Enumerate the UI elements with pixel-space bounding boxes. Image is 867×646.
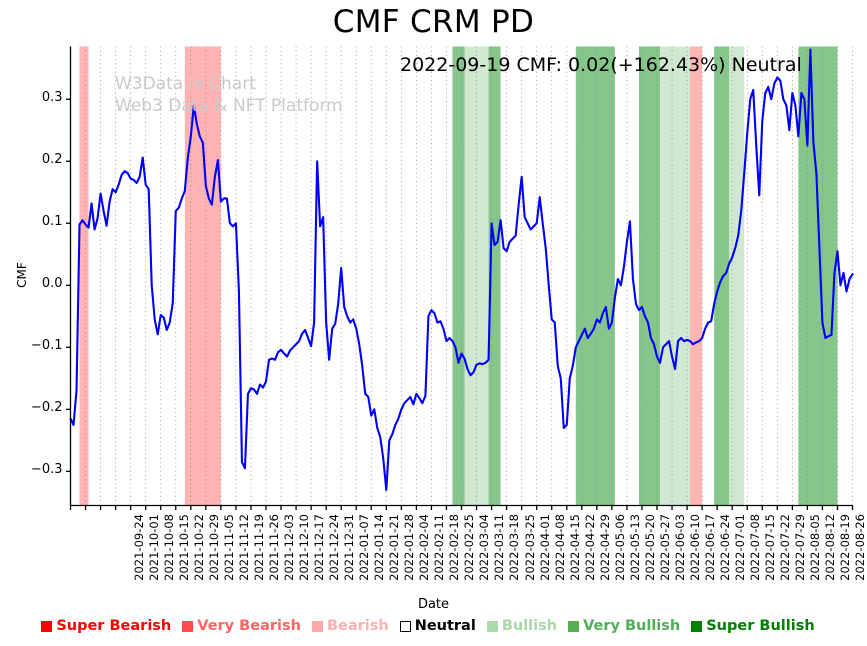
legend-swatch-icon bbox=[182, 620, 194, 632]
x-tick-label: 2021-12-24 bbox=[326, 513, 341, 581]
x-tick-label: 2021-10-15 bbox=[176, 513, 191, 581]
legend-item-very-bullish[interactable]: Very Bullish bbox=[568, 618, 680, 634]
y-tick-label: 0.0 bbox=[41, 276, 63, 292]
x-tick-label: 2022-08-12 bbox=[823, 513, 838, 581]
x-tick-label: 2022-01-21 bbox=[386, 513, 401, 581]
x-tick-label: 2022-07-22 bbox=[777, 513, 792, 581]
x-axis-label: Date bbox=[417, 597, 450, 612]
x-tick-label: 2022-01-14 bbox=[371, 513, 386, 581]
x-tick-label: 2022-07-08 bbox=[747, 513, 762, 581]
legend-item-super-bullish[interactable]: Super Bullish bbox=[691, 618, 815, 634]
x-tick-label: 2021-12-17 bbox=[311, 513, 326, 581]
x-tick-label: 2021-10-01 bbox=[146, 513, 161, 581]
x-tick-label: 2021-10-08 bbox=[161, 513, 176, 581]
legend-label: Super Bearish bbox=[56, 618, 172, 634]
legend-swatch-icon bbox=[691, 620, 703, 632]
legend-label: Very Bearish bbox=[197, 618, 301, 634]
legend-swatch-icon bbox=[311, 620, 323, 632]
chart-legend: Super Bearish Very Bearish Bearish Neutral B… bbox=[0, 618, 867, 634]
legend-label: Bearish bbox=[326, 618, 389, 634]
x-tick-label: 2022-06-24 bbox=[717, 513, 732, 581]
x-tick-label: 2022-07-01 bbox=[732, 513, 747, 581]
x-tick-label: 2021-09-24 bbox=[131, 513, 146, 581]
legend-item-very-bearish[interactable]: Very Bearish bbox=[182, 618, 301, 634]
x-tick-label: 2022-04-01 bbox=[537, 513, 552, 581]
x-tick-label: 2021-12-03 bbox=[281, 513, 296, 581]
x-tick-label: 2022-06-03 bbox=[672, 513, 687, 581]
x-tick-label: 2022-06-10 bbox=[687, 513, 702, 581]
legend-label: Neutral bbox=[414, 618, 476, 634]
legend-swatch-icon bbox=[568, 620, 580, 632]
x-tick-label: 2022-01-07 bbox=[356, 513, 371, 581]
x-tick-label: 2022-04-22 bbox=[582, 513, 597, 581]
legend-swatch-icon bbox=[41, 620, 53, 632]
x-tick-label: 2021-11-19 bbox=[251, 513, 266, 581]
x-tick-label: 2022-03-11 bbox=[492, 513, 507, 581]
legend-label: Very Bullish bbox=[583, 618, 681, 634]
legend-swatch-icon bbox=[399, 620, 411, 632]
x-tick-label: 2021-11-26 bbox=[266, 513, 281, 581]
x-tick-label: 2022-01-28 bbox=[402, 513, 417, 581]
x-tick-label: 2022-03-18 bbox=[507, 513, 522, 581]
x-tick-label: 2021-10-29 bbox=[206, 513, 221, 581]
grid-lines bbox=[70, 46, 853, 506]
x-tick-label: 2022-03-25 bbox=[522, 513, 537, 581]
x-tick-label: 2022-07-15 bbox=[762, 513, 777, 581]
x-tick-label: 2022-02-18 bbox=[447, 513, 462, 581]
x-tick-label: 2022-08-26 bbox=[853, 513, 867, 581]
legend-label: Super Bullish bbox=[706, 618, 815, 634]
legend-item-neutral[interactable]: Neutral bbox=[399, 618, 476, 634]
legend-swatch-icon bbox=[486, 620, 498, 632]
x-tick-label: 2022-03-04 bbox=[477, 513, 492, 581]
x-tick-label: 2022-08-05 bbox=[808, 513, 823, 581]
x-tick-label: 2022-07-29 bbox=[793, 513, 808, 581]
x-tick-label: 2022-04-29 bbox=[597, 513, 612, 581]
legend-item-bearish[interactable]: Bearish bbox=[311, 618, 389, 634]
x-tick-label: 2021-11-05 bbox=[221, 513, 236, 581]
x-tick-label: 2022-04-08 bbox=[552, 513, 567, 581]
x-tick-label: 2022-02-11 bbox=[432, 513, 447, 581]
y-tick-label: −0.2 bbox=[30, 400, 63, 416]
x-tick-label: 2021-12-31 bbox=[341, 513, 356, 581]
x-tick-label: 2022-04-15 bbox=[567, 513, 582, 581]
latest-value-annotation: 2022-09-19 CMF: 0.02(+162.43%) Neutral bbox=[400, 54, 802, 76]
x-tick-label: 2022-08-19 bbox=[838, 513, 853, 581]
y-tick-label: 0.3 bbox=[41, 90, 63, 106]
x-tick-label: 2022-05-13 bbox=[627, 513, 642, 581]
x-tick-label: 2022-05-27 bbox=[657, 513, 672, 581]
x-tick-label: 2021-11-12 bbox=[236, 513, 251, 581]
x-tick-label: 2022-05-20 bbox=[642, 513, 657, 581]
y-tick-label: 0.2 bbox=[41, 152, 63, 168]
y-tick-label: −0.3 bbox=[30, 462, 63, 478]
x-tick-label: 2022-05-06 bbox=[612, 513, 627, 581]
x-tick-label: 2021-10-22 bbox=[191, 513, 206, 581]
y-tick-label: −0.1 bbox=[30, 338, 63, 354]
y-tick-label: 0.1 bbox=[41, 214, 63, 230]
y-axis-label: CMF bbox=[15, 262, 29, 288]
x-tick-label: 2022-02-25 bbox=[462, 513, 477, 581]
x-tick-label: 2022-06-17 bbox=[702, 513, 717, 581]
legend-label: Bullish bbox=[501, 618, 558, 634]
legend-item-bullish[interactable]: Bullish bbox=[486, 618, 558, 634]
chart-title: CMF CRM PD bbox=[332, 4, 535, 40]
legend-item-super-bearish[interactable]: Super Bearish bbox=[41, 618, 171, 634]
x-tick-label: 2021-12-10 bbox=[296, 513, 311, 581]
x-tick-label: 2022-02-04 bbox=[417, 513, 432, 581]
cmf-line bbox=[69, 48, 854, 492]
